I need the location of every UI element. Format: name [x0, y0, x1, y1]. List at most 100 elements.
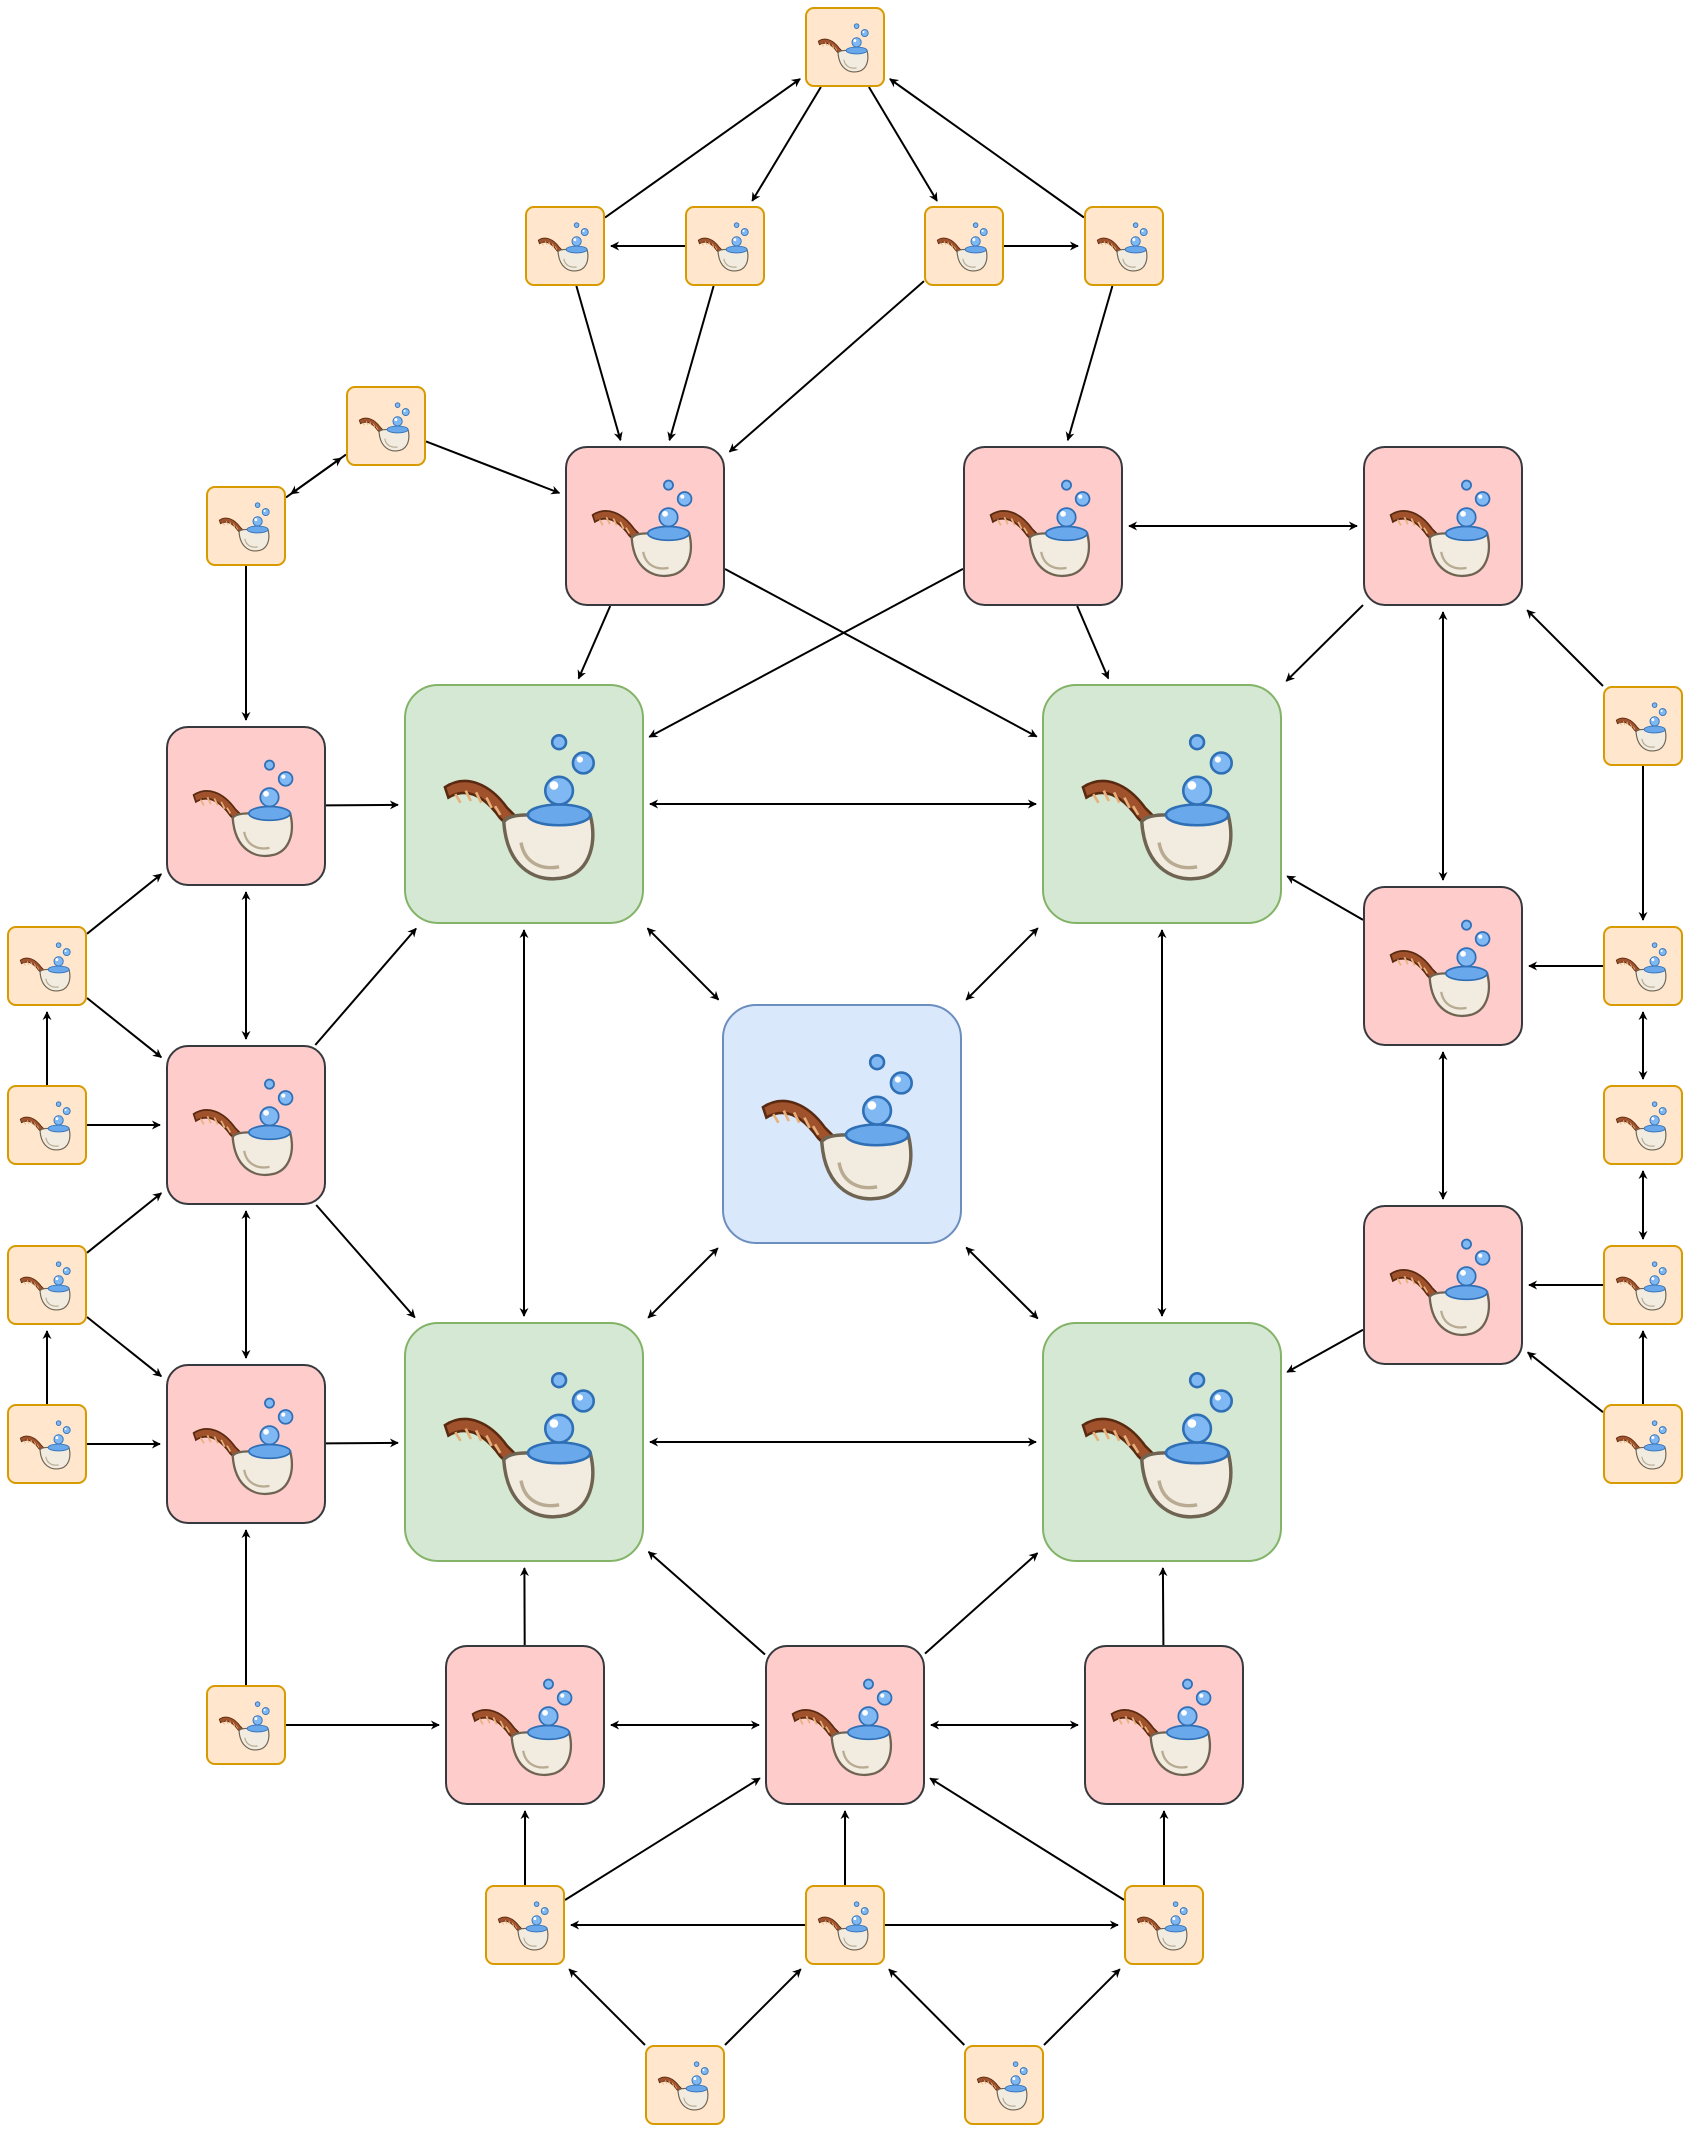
edge-g2-hub — [965, 927, 1039, 1001]
pipe-with-bubbles-icon — [1389, 919, 1490, 1017]
pipe-with-bubbles-icon — [218, 502, 270, 552]
pipe-with-bubbles-icon — [471, 1678, 572, 1776]
orange-node-o22[interactable] — [645, 2045, 725, 2125]
edge-o14-r3 — [1526, 609, 1604, 687]
orange-node-o1[interactable] — [805, 7, 885, 87]
edge-o18-r8 — [1526, 1351, 1604, 1413]
edge-o5-o1 — [889, 78, 1085, 219]
orange-node-o15[interactable] — [1603, 926, 1683, 1006]
orange-node-o17[interactable] — [1603, 1245, 1683, 1325]
edge-r2-g1 — [648, 568, 964, 738]
pipe-with-bubbles-icon — [19, 1420, 71, 1470]
pipe-with-bubbles-icon — [1615, 1101, 1667, 1151]
edge-o8-r4 — [86, 873, 163, 935]
pipe-with-bubbles-icon — [760, 1053, 913, 1201]
pipe-with-bubbles-icon — [497, 1901, 549, 1951]
edge-r4-g1 — [325, 800, 399, 810]
edge-r6-g3 — [325, 1438, 399, 1448]
orange-node-o2[interactable] — [525, 206, 605, 286]
pipe-with-bubbles-icon — [192, 1397, 293, 1495]
edge-r3-g2 — [1285, 604, 1364, 682]
pipe-with-bubbles-icon — [1110, 1678, 1211, 1776]
edge-o19-r10 — [564, 1777, 761, 1901]
edge-r10-g4 — [924, 1552, 1039, 1655]
pipe-with-bubbles-icon — [591, 479, 692, 577]
pipe-with-bubbles-icon — [218, 1701, 270, 1751]
edge-r7-g2 — [1286, 875, 1364, 921]
edge-r1-g1 — [577, 605, 612, 680]
green-node-g3[interactable] — [404, 1322, 644, 1562]
orange-node-o4[interactable] — [924, 206, 1004, 286]
orange-node-o5[interactable] — [1084, 206, 1164, 286]
orange-node-o6[interactable] — [346, 386, 426, 466]
orange-node-o10[interactable] — [7, 1245, 87, 1325]
pipe-with-bubbles-icon — [192, 1078, 293, 1176]
edge-r11-g4 — [1158, 1567, 1168, 1646]
orange-node-o21[interactable] — [1124, 1885, 1204, 1965]
orange-node-o14[interactable] — [1603, 686, 1683, 766]
hub-node-hub[interactable] — [722, 1004, 962, 1244]
edge-o1-o4 — [868, 86, 938, 202]
edge-r5-g1 — [314, 927, 417, 1046]
edge-o22-o19 — [568, 1968, 646, 2046]
pipe-with-bubbles-icon — [817, 23, 869, 73]
red-node-r6[interactable] — [166, 1364, 326, 1524]
orange-node-o20[interactable] — [805, 1885, 885, 1965]
edge-o10-r6 — [86, 1316, 163, 1378]
orange-node-o19[interactable] — [485, 1885, 565, 1965]
green-node-g2[interactable] — [1042, 684, 1282, 924]
pipe-with-bubbles-icon — [358, 402, 410, 452]
pipe-with-bubbles-icon — [1080, 1371, 1233, 1519]
orange-node-o12[interactable] — [206, 1685, 286, 1765]
edge-o2-r1 — [575, 285, 623, 442]
edge-g4-hub — [965, 1246, 1039, 1320]
red-node-r10[interactable] — [765, 1645, 925, 1805]
red-node-r3[interactable] — [1363, 446, 1523, 606]
edge-r1-g2 — [724, 568, 1038, 738]
edge-o10-r5 — [86, 1192, 163, 1254]
pipe-with-bubbles-icon — [192, 759, 293, 857]
orange-node-o16[interactable] — [1603, 1085, 1683, 1165]
pipe-with-bubbles-icon — [976, 2061, 1028, 2111]
pipe-with-bubbles-icon — [791, 1678, 892, 1776]
orange-node-o3[interactable] — [685, 206, 765, 286]
edge-o8-r5 — [86, 997, 163, 1059]
edge-r8-g4 — [1286, 1328, 1364, 1373]
pipe-with-bubbles-icon — [1389, 1238, 1490, 1336]
edge-o3-r1 — [667, 285, 715, 442]
pipe-with-bubbles-icon — [697, 222, 749, 272]
pipe-with-bubbles-icon — [989, 479, 1090, 577]
green-node-g4[interactable] — [1042, 1322, 1282, 1562]
red-node-r1[interactable] — [565, 446, 725, 606]
red-node-r9[interactable] — [445, 1645, 605, 1805]
orange-node-o9[interactable] — [7, 1085, 87, 1165]
red-node-r2[interactable] — [963, 446, 1123, 606]
edge-o23-o20 — [888, 1968, 966, 2046]
edge-o2-o1 — [604, 78, 801, 219]
pipe-with-bubbles-icon — [1615, 702, 1667, 752]
pipe-with-bubbles-icon — [19, 942, 71, 992]
orange-node-o23[interactable] — [964, 2045, 1044, 2125]
orange-node-o18[interactable] — [1603, 1404, 1683, 1484]
edge-o23-o21 — [1043, 1968, 1121, 2046]
edge-o5-r2 — [1065, 285, 1114, 442]
pipe-with-bubbles-icon — [19, 1261, 71, 1311]
orange-node-o11[interactable] — [7, 1404, 87, 1484]
pipe-with-bubbles-icon — [537, 222, 589, 272]
orange-node-o7[interactable] — [206, 486, 286, 566]
red-node-r4[interactable] — [166, 726, 326, 886]
edge-r10-g3 — [647, 1551, 766, 1656]
red-node-r5[interactable] — [166, 1045, 326, 1205]
edge-r5-g3 — [315, 1204, 416, 1319]
red-node-r8[interactable] — [1363, 1205, 1523, 1365]
green-node-g1[interactable] — [404, 684, 644, 924]
pipe-with-bubbles-icon — [1389, 479, 1490, 577]
orange-node-o8[interactable] — [7, 926, 87, 1006]
red-node-r7[interactable] — [1363, 886, 1523, 1046]
red-node-r11[interactable] — [1084, 1645, 1244, 1805]
edge-g3-hub — [647, 1247, 719, 1319]
pipe-with-bubbles-icon — [1615, 1261, 1667, 1311]
edge-o22-o20 — [724, 1968, 802, 2046]
